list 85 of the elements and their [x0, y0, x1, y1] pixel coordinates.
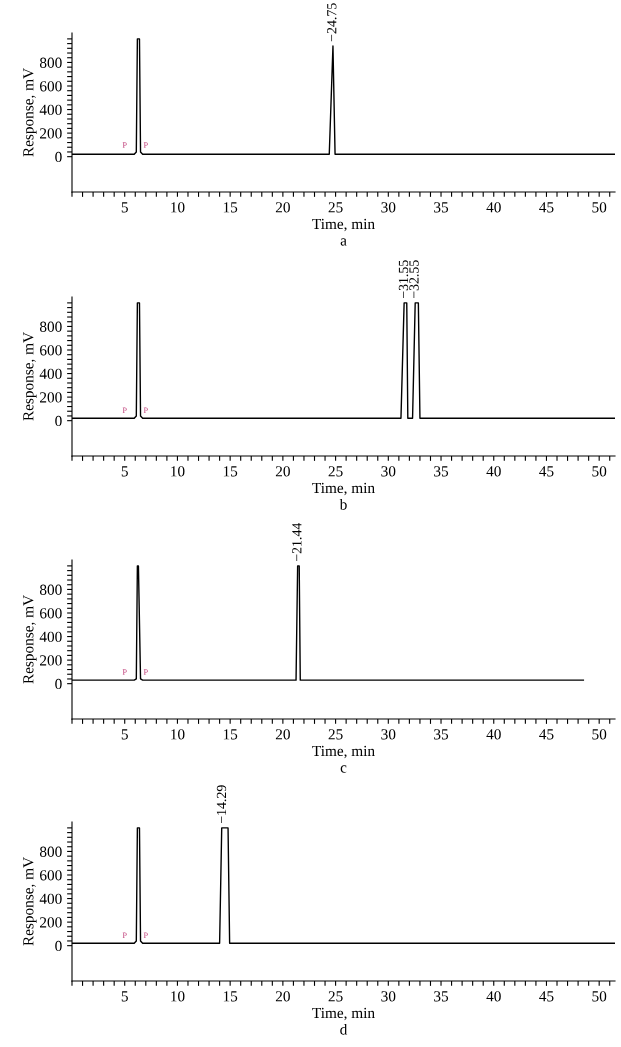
annotation: P [122, 407, 127, 413]
y-tick-label: 800 [39, 321, 62, 332]
y-tick-label: 0 [55, 678, 62, 690]
y-tick-label: 200 [40, 392, 62, 403]
annotation: −31.55 [398, 260, 409, 299]
x-tick-label: 25 [328, 466, 343, 477]
x-tick-label: 45 [539, 202, 554, 213]
y-tick-label: 800 [39, 584, 62, 595]
y-axis-title: Response, mV [23, 857, 37, 946]
y-axis-title: Response, mV [23, 595, 37, 684]
annotation: P [122, 142, 127, 148]
x-tick-label: 5 [121, 991, 128, 1002]
y-axis-title: Response, mV [23, 68, 37, 157]
y-tick-label: 800 [39, 846, 62, 857]
x-tick-label: 20 [275, 466, 290, 477]
x-tick-label: 40 [486, 729, 501, 740]
y-tick-label: 600 [40, 870, 62, 881]
y-tick-label: 200 [40, 917, 62, 928]
y-axis-title: Response, mV [23, 332, 37, 421]
y-tick-label: 400 [39, 893, 62, 905]
x-tick-label: 10 [171, 202, 185, 213]
x-tick-label: 25 [328, 729, 343, 740]
annotation: −14.29 [216, 785, 227, 824]
annotation: −32.55 [409, 260, 419, 299]
x-tick-label: 20 [275, 729, 290, 740]
x-tick-label: 40 [486, 466, 501, 477]
x-tick-label: 35 [434, 466, 449, 477]
y-tick-label: 200 [40, 128, 62, 139]
x-tick-label: 5 [121, 466, 128, 477]
y-tick-label: 0 [55, 415, 62, 427]
x-axis-title: Time, min [312, 1007, 375, 1021]
y-tick-label: 200 [40, 655, 62, 666]
x-tick-label: 25 [328, 202, 343, 213]
x-tick-label: 40 [486, 202, 501, 213]
annotation: P [122, 669, 127, 675]
x-tick-label: 30 [381, 466, 396, 477]
x-tick-label: 15 [223, 202, 238, 213]
annotation: −21.44 [292, 522, 302, 562]
x-axis-title: Time, min [312, 218, 375, 232]
x-tick-label: 40 [486, 991, 501, 1002]
annotation: P [143, 407, 148, 413]
x-tick-label: 30 [381, 991, 396, 1002]
x-tick-label: 35 [434, 202, 449, 213]
y-tick-label: 800 [39, 57, 62, 68]
x-tick-label: 50 [592, 729, 607, 740]
text: a [340, 238, 347, 246]
x-tick-label: 35 [434, 991, 449, 1002]
x-tick-label: 10 [171, 729, 185, 740]
x-tick-label: 5 [121, 202, 128, 213]
x-tick-label: 15 [223, 991, 238, 1002]
x-tick-label: 5 [121, 729, 128, 740]
text: b [339, 498, 347, 510]
y-tick-label: 400 [39, 104, 62, 116]
annotation: P [143, 932, 148, 938]
annotation: P [143, 669, 148, 675]
x-tick-label: 10 [171, 991, 185, 1002]
x-tick-label: 45 [539, 466, 554, 477]
x-tick-label: 35 [434, 729, 449, 740]
x-tick-label: 30 [381, 729, 396, 740]
x-tick-label: 10 [171, 466, 185, 477]
y-tick-label: 400 [39, 631, 62, 643]
x-tick-label: 25 [328, 991, 343, 1002]
x-tick-label: 30 [381, 202, 396, 213]
x-tick-label: 45 [539, 729, 554, 740]
x-axis-title: Time, min [312, 745, 375, 759]
text: c [340, 765, 347, 773]
x-tick-label: 50 [592, 202, 607, 213]
y-tick-label: 400 [39, 368, 62, 380]
y-tick-label: 600 [40, 608, 62, 619]
y-tick-label: 0 [55, 940, 62, 952]
text: d [340, 1023, 348, 1035]
annotation: −24.75 [327, 3, 337, 42]
x-tick-label: 50 [592, 991, 607, 1002]
x-tick-label: 50 [592, 466, 607, 477]
annotation: P [143, 142, 148, 148]
y-tick-label: 0 [55, 151, 62, 163]
x-tick-label: 15 [223, 466, 238, 477]
y-tick-label: 600 [40, 345, 62, 356]
y-tick-label: 600 [40, 81, 62, 92]
x-tick-label: 20 [275, 991, 290, 1002]
x-tick-label: 15 [223, 729, 238, 740]
x-axis-title: Time, min [312, 482, 375, 496]
annotation: P [122, 932, 127, 938]
x-tick-label: 20 [275, 202, 290, 213]
x-tick-label: 45 [539, 991, 554, 1002]
